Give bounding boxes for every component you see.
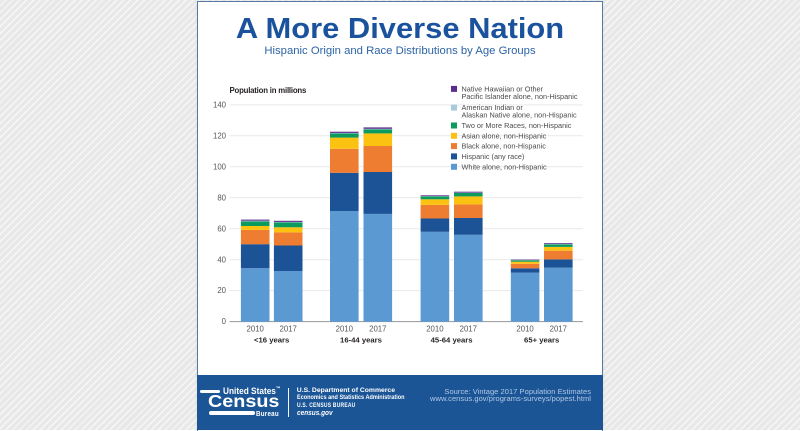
svg-text:Black alone, non-Hispanic: Black alone, non-Hispanic <box>462 142 547 151</box>
svg-text:60: 60 <box>217 224 226 233</box>
svg-text:40: 40 <box>217 255 226 264</box>
svg-text:Two or More Races, non-Hispani: Two or More Races, non-Hispanic <box>462 121 572 130</box>
svg-text:0: 0 <box>222 317 227 326</box>
svg-text:2010: 2010 <box>336 325 354 334</box>
svg-text:45-64 years: 45-64 years <box>431 335 473 344</box>
svg-text:80: 80 <box>217 193 226 202</box>
svg-text:2017: 2017 <box>280 325 297 334</box>
svg-text:Alaskan Native alone, non-Hisp: Alaskan Native alone, non-Hispanic <box>462 111 578 120</box>
svg-text:Pacific Islander alone, non-Hi: Pacific Islander alone, non-Hispanic <box>462 92 578 101</box>
svg-text:120: 120 <box>213 131 227 140</box>
svg-text:100: 100 <box>213 162 227 171</box>
svg-text:65+ years: 65+ years <box>524 335 559 344</box>
svg-text:16-44 years: 16-44 years <box>340 335 382 344</box>
svg-text:2010: 2010 <box>516 325 534 334</box>
svg-text:2017: 2017 <box>369 325 386 334</box>
svg-text:140: 140 <box>213 101 227 110</box>
svg-text:Asian alone, non-Hispanic: Asian alone, non-Hispanic <box>462 131 547 140</box>
svg-text:<16 years: <16 years <box>254 335 289 344</box>
svg-text:20: 20 <box>217 286 226 295</box>
svg-text:White alone, non-Hispanic: White alone, non-Hispanic <box>462 162 548 171</box>
svg-text:2010: 2010 <box>426 325 444 334</box>
svg-text:Hispanic (any race): Hispanic (any race) <box>462 152 525 161</box>
svg-text:2017: 2017 <box>550 325 567 334</box>
svg-text:2017: 2017 <box>460 325 477 334</box>
svg-text:2010: 2010 <box>247 325 265 334</box>
